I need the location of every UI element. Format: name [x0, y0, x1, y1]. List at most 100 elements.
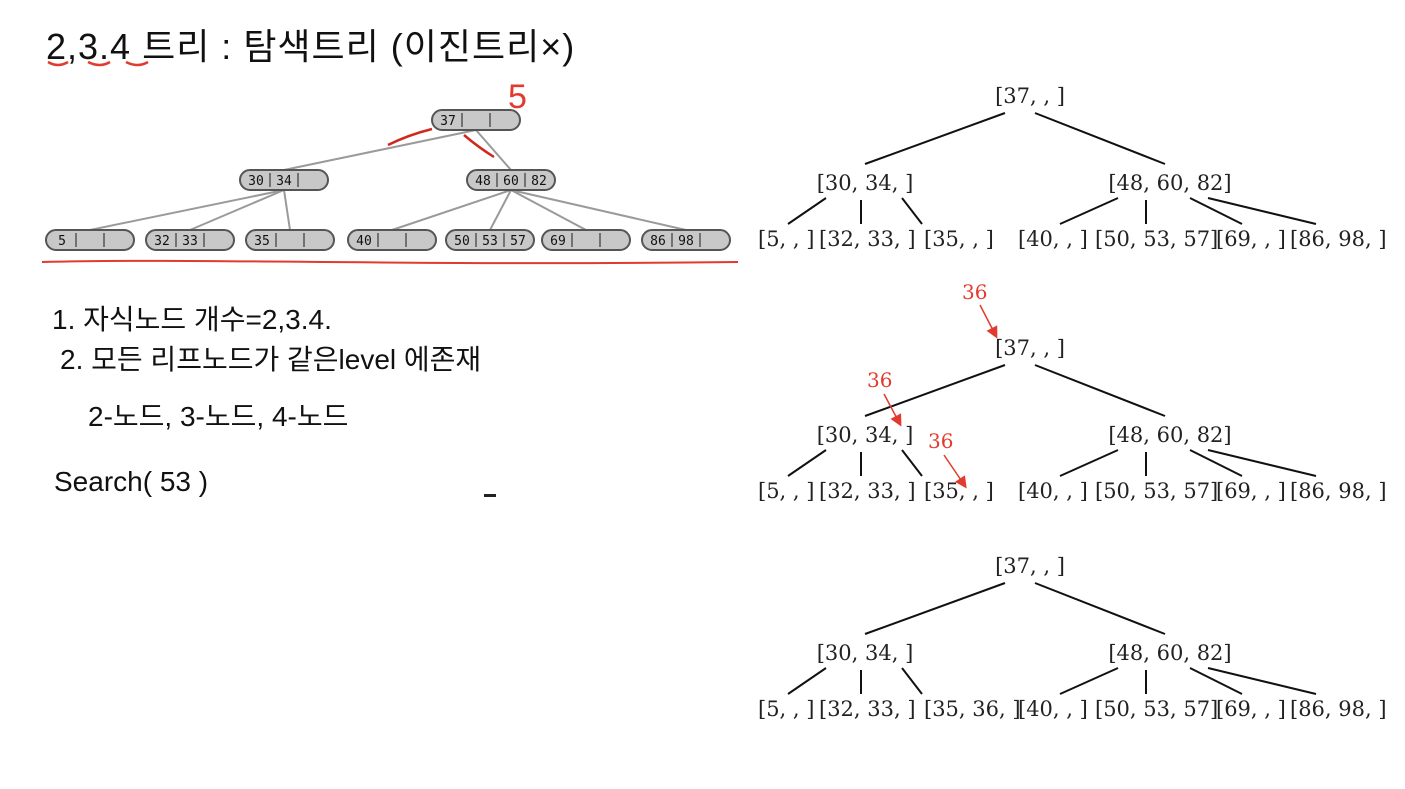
gray-node-key: 86	[650, 234, 666, 249]
gray-leaf-node: 86 98	[641, 229, 731, 251]
gray-tree-edge	[391, 189, 512, 231]
gray-node-key: 69	[550, 234, 566, 249]
insert-path-arrow	[979, 304, 998, 339]
gray-node-key: 57	[510, 234, 526, 249]
tree-edge	[787, 667, 827, 695]
tree-internal-label: [30, 34, ]	[817, 423, 914, 447]
tree-edge	[1207, 197, 1317, 225]
gray-node-key: 82	[531, 174, 547, 189]
gray-tree-edge	[510, 189, 687, 231]
tree-internal-label: [48, 60, 82]	[1108, 171, 1231, 195]
gray-tree-edge	[510, 189, 587, 231]
tree-edge	[864, 582, 1006, 635]
tree-internal-label: [30, 34, ]	[817, 171, 914, 195]
tree-leaf-label: [86, 98, ]	[1290, 227, 1387, 251]
tree-internal-label: [48, 60, 82]	[1108, 423, 1231, 447]
gray-node-key: 40	[356, 234, 372, 249]
tree-internal-label: [48, 60, 82]	[1108, 641, 1231, 665]
note-search: Search( 53 )	[54, 466, 209, 497]
tree-edge	[1189, 667, 1243, 695]
tree-edge	[901, 449, 923, 477]
tree-edge	[1034, 364, 1166, 417]
tree-edge	[1059, 197, 1119, 225]
tree-edge	[1189, 197, 1243, 225]
tree-leaf-label: [35, 36, ]	[924, 697, 1021, 721]
tree-diagram-insert-path: [37, , ] [30, 34, ] [48, 60, 82] [5, , ] [32…	[758, 280, 1387, 503]
tree-leaf-label: [50, 53, 57]	[1095, 227, 1218, 251]
tree-edge	[901, 197, 923, 225]
gray-node-key: 5	[58, 234, 66, 249]
red-annotation-mark: 5	[508, 78, 527, 116]
note-node-types: 2-노드, 3-노드, 4-노드	[88, 401, 349, 432]
gray-tree-edge	[283, 189, 291, 231]
tree-leaf-label: [5, , ]	[758, 479, 814, 503]
tree-edge	[787, 197, 827, 225]
tree-edge	[901, 667, 923, 695]
tree-leaf-label: [32, 33, ]	[819, 227, 916, 251]
tree-edge	[1059, 449, 1119, 477]
tree-root-label: [37, , ]	[995, 336, 1065, 360]
tree-leaf-label: [40, , ]	[1018, 479, 1088, 503]
tree-edge	[787, 449, 827, 477]
tree-edge	[1189, 449, 1243, 477]
tree-edge	[1207, 667, 1317, 695]
gray-node-key: 30	[248, 174, 264, 189]
tree-leaf-label: [86, 98, ]	[1290, 479, 1387, 503]
tree-edge	[864, 364, 1006, 417]
tree-edge	[864, 112, 1006, 165]
tree-leaf-label: [69, , ]	[1216, 227, 1286, 251]
tree-leaf-label: [69, , ]	[1216, 697, 1286, 721]
gray-tree-edge	[489, 189, 512, 231]
tree-root-label: [37, , ]	[995, 554, 1065, 578]
gray-node-key: 98	[678, 234, 694, 249]
gray-node-key: 50	[454, 234, 470, 249]
gray-internal-node: 48 60 82	[466, 169, 556, 191]
tree-leaf-label: [35, , ]	[924, 227, 994, 251]
note-child-count: 1. 자식노드 개수=2,3.4.	[52, 304, 332, 335]
tree-leaf-label: [40, , ]	[1018, 227, 1088, 251]
insert-key-label: 36	[928, 429, 953, 453]
title-underline-4	[125, 60, 149, 67]
tree-edge	[1034, 582, 1166, 635]
gray-tree-edge	[189, 189, 285, 231]
tree-leaf-label: [32, 33, ]	[819, 697, 916, 721]
gray-leaf-node: 50 53 57	[445, 229, 535, 251]
tree-leaf-label: [40, , ]	[1018, 697, 1088, 721]
gray-node-key: 32	[154, 234, 170, 249]
tree-diagram-after-insert: [37, , ] [30, 34, ] [48, 60, 82] [5, , ] [32…	[758, 554, 1387, 721]
tree-leaf-label: [69, , ]	[1216, 479, 1286, 503]
tree-leaf-label: [32, 33, ]	[819, 479, 916, 503]
gray-tree-edge	[475, 129, 512, 171]
tree-leaf-label: [5, , ]	[758, 697, 814, 721]
gray-leaf-node: 35	[245, 229, 335, 251]
gray-node-key: 60	[503, 174, 519, 189]
gray-leaf-node: 32 33	[145, 229, 235, 251]
gray-tree-edge	[89, 189, 285, 231]
gray-leaf-node: 5	[45, 229, 135, 251]
red-baseline	[41, 259, 739, 265]
title-underline-3	[87, 60, 111, 67]
tree-leaf-label: [5, , ]	[758, 227, 814, 251]
gray-internal-node: 30 34	[239, 169, 329, 191]
note-leaf-level: 2. 모든 리프노드가 같은level 에존재	[60, 344, 482, 375]
gray-leaf-node: 69	[541, 229, 631, 251]
gray-node-key: 48	[475, 174, 491, 189]
tree-leaf-label: [35, , ]	[924, 479, 994, 503]
gray-node-key: 33	[182, 234, 198, 249]
tree-edge	[1034, 112, 1166, 165]
gray-node-key: 37	[440, 114, 456, 129]
gray-node-key: 35	[254, 234, 270, 249]
insert-key-label: 36	[867, 368, 892, 392]
insert-key-label: 36	[962, 280, 987, 304]
insert-path-arrow	[883, 393, 902, 427]
gray-node-key: 53	[482, 234, 498, 249]
gray-tree-edge	[283, 129, 477, 171]
tree-leaf-label: [50, 53, 57]	[1095, 697, 1218, 721]
gray-leaf-node: 40	[347, 229, 437, 251]
red-tick-right	[463, 134, 495, 159]
tree-edge	[1059, 667, 1119, 695]
stray-dash	[484, 494, 496, 497]
insert-path-arrow	[943, 454, 967, 489]
gray-root-node: 37	[431, 109, 521, 131]
